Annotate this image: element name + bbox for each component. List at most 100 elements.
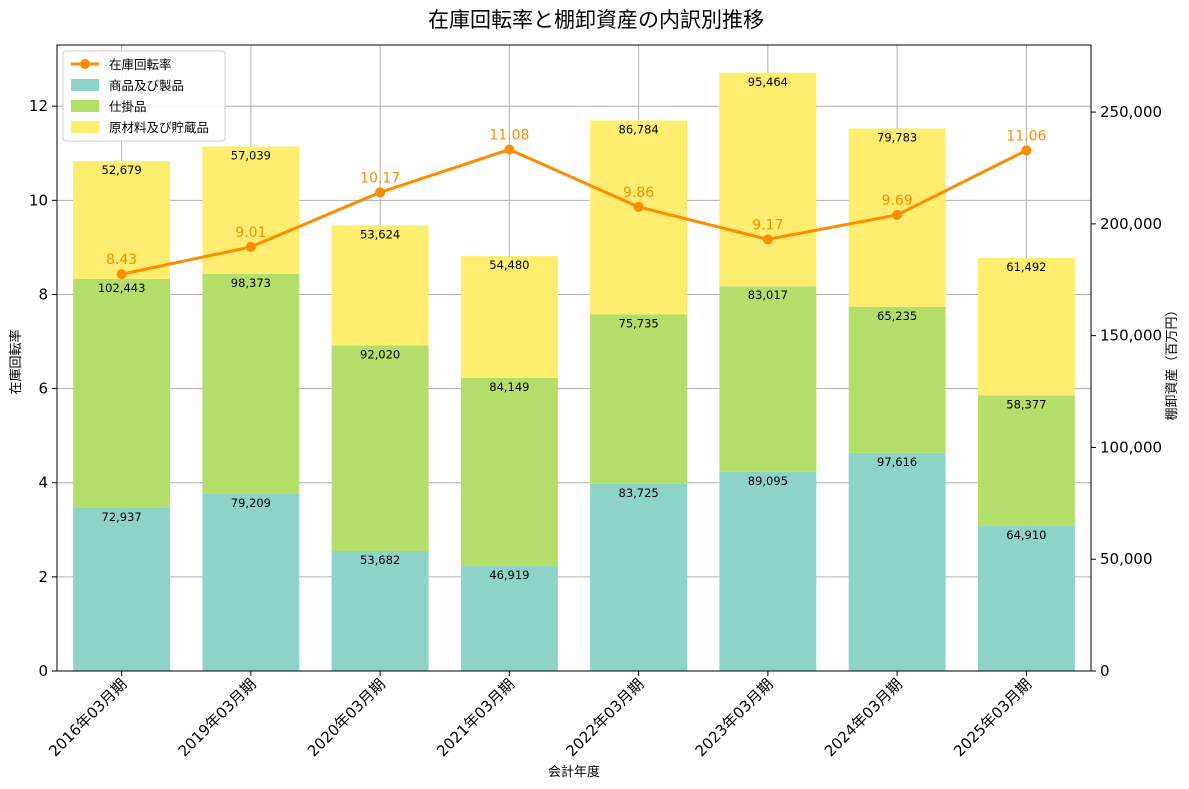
bar-value-label: 54,480 — [489, 258, 529, 272]
plot-frame — [56, 44, 1092, 672]
turnover-value-label: 10.17 — [360, 170, 400, 186]
y-left-tick-label: 6 — [38, 380, 48, 398]
legend-marker — [80, 59, 90, 69]
bar-value-label: 83,725 — [619, 486, 659, 500]
bar-value-label: 52,679 — [102, 163, 142, 177]
turnover-value-label: 11.06 — [1006, 128, 1046, 144]
turnover-point — [633, 201, 644, 212]
legend-box — [62, 50, 226, 142]
legend-label: 仕掛品 — [109, 99, 147, 114]
bar-segment — [460, 377, 558, 567]
y-right-tick-label: 100,000 — [1100, 438, 1162, 456]
bar-value-label: 89,095 — [748, 474, 788, 488]
y-right-tick-label: 200,000 — [1100, 215, 1162, 233]
y-right-tick-label: 150,000 — [1100, 327, 1162, 345]
legend-label: 在庫回転率 — [109, 57, 172, 72]
bar-segment — [977, 395, 1075, 526]
x-tick-label: 2023年03月期 — [692, 675, 777, 760]
turnover-value-label: 11.08 — [489, 127, 529, 143]
bar-segment — [719, 72, 817, 287]
bar-value-label: 98,373 — [231, 276, 271, 290]
bar-segment — [719, 286, 817, 472]
bar-value-label: 64,910 — [1006, 528, 1046, 542]
bar-value-label: 79,209 — [231, 496, 271, 510]
x-tick-label: 2021年03月期 — [433, 675, 518, 760]
turnover-point — [375, 187, 386, 198]
bar-segment — [590, 120, 688, 315]
y-right-tick-label: 50,000 — [1100, 550, 1153, 568]
y-right-tick-label: 250,000 — [1100, 103, 1162, 121]
legend-swatch — [71, 100, 99, 112]
x-tick-label: 2019年03月期 — [175, 675, 260, 760]
bar-segment — [460, 256, 558, 378]
turnover-point — [762, 234, 773, 245]
x-tick-label: 2016年03月期 — [45, 675, 130, 760]
bar-segment — [590, 314, 688, 484]
bar-segment — [331, 550, 429, 671]
bar-value-label: 61,492 — [1006, 260, 1046, 274]
turnover-point — [245, 241, 256, 252]
turnover-point — [116, 269, 127, 280]
y-left-tick-label: 2 — [38, 568, 48, 586]
turnover-value-label: 9.86 — [623, 185, 654, 201]
y-left-tick-label: 8 — [38, 285, 48, 303]
bar-value-label: 53,624 — [360, 227, 400, 241]
x-axis-label: 会計年度 — [548, 764, 600, 780]
bar-segment — [977, 525, 1075, 671]
turnover-value-label: 9.01 — [235, 225, 266, 241]
turnover-value-label: 9.69 — [882, 193, 913, 209]
y-left-tick-label: 4 — [38, 474, 48, 492]
y-left-tick-label: 0 — [38, 662, 48, 680]
bar-segment — [331, 225, 429, 346]
bar-segment — [719, 471, 817, 671]
bar-segment — [977, 257, 1075, 396]
bar-value-label: 83,017 — [748, 288, 788, 302]
y-left-tick-label: 10 — [29, 191, 48, 209]
bar-value-label: 46,919 — [489, 568, 529, 582]
bar-value-label: 58,377 — [1006, 397, 1046, 411]
turnover-line: 8.43 9.01 10.17 11.08 9.86 9.17 9.69 11.06 — [106, 127, 1047, 280]
bar-value-label: 53,682 — [360, 553, 400, 567]
chart-title: 在庫回転率と棚卸資産の内訳別推移 — [428, 8, 764, 32]
turnover-value-label: 8.43 — [106, 252, 137, 268]
bar-value-label: 79,783 — [877, 131, 917, 145]
x-tick-label: 2020年03月期 — [304, 675, 389, 760]
bar-segment — [331, 345, 429, 551]
bar-segment — [73, 161, 171, 279]
legend-swatch — [71, 79, 99, 91]
turnover-point — [1021, 145, 1032, 156]
legend-label: 原材料及び貯蔵品 — [109, 120, 209, 135]
bar-value-label: 65,235 — [877, 309, 917, 323]
x-tick-label: 2025年03月期 — [950, 675, 1035, 760]
bar-value-label: 92,020 — [360, 347, 400, 361]
turnover-line-path — [121, 147, 1028, 276]
bar-segment — [460, 566, 558, 671]
bar-value-label: 57,039 — [231, 148, 271, 162]
bars — [73, 72, 1075, 671]
bar-segment — [590, 483, 688, 671]
bar-value-label: 95,464 — [748, 75, 788, 89]
x-tick-label: 2024年03月期 — [821, 675, 906, 760]
x-tick-label: 2022年03月期 — [562, 675, 647, 760]
bar-segment — [73, 507, 171, 671]
bar-segment — [202, 493, 300, 671]
legend-label: 商品及び製品 — [109, 78, 184, 93]
bar-labels: 72,937 102,443 52,679 79,209 98,373 57,039 53,… — [98, 75, 1047, 582]
bar-segment — [202, 273, 300, 494]
bar-value-label: 86,784 — [619, 122, 659, 136]
y-right-tick-label: 0 — [1100, 662, 1110, 680]
bar-segment — [73, 278, 171, 508]
legend-swatch — [71, 121, 99, 133]
y-axis-left-label: 在庫回転率 — [8, 329, 24, 394]
bar-value-label: 102,443 — [98, 281, 146, 295]
turnover-point — [892, 209, 903, 220]
bar-segment — [848, 306, 946, 453]
bar-value-label: 72,937 — [102, 510, 142, 524]
bar-value-label: 75,735 — [619, 316, 659, 330]
y-axis-right-label: 棚卸資産（百万円） — [1164, 303, 1180, 420]
turnover-value-label: 9.17 — [752, 217, 783, 233]
bar-value-label: 84,149 — [489, 380, 529, 394]
y-left-tick-label: 12 — [29, 97, 48, 115]
